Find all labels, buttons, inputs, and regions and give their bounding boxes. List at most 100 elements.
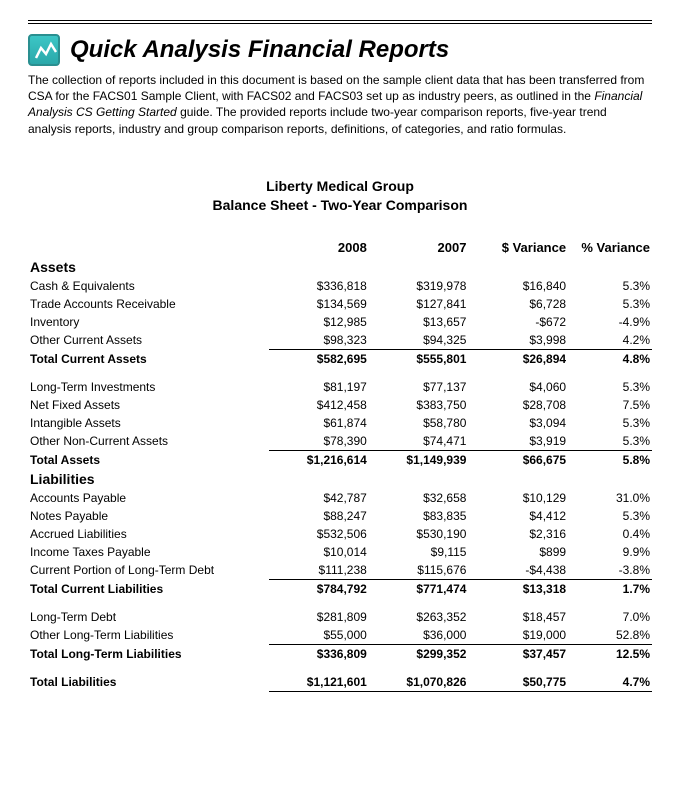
col-pct-variance: % Variance [568,238,652,257]
cell: 7.5% [568,396,652,414]
table-row: Long-Term Investments $81,197 $77,137 $4… [28,378,652,396]
row-label: Cash & Equivalents [28,277,269,295]
table-row: Notes Payable $88,247 $83,835 $4,412 5.3… [28,507,652,525]
table-row: Cash & Equivalents $336,818 $319,978 $16… [28,277,652,295]
row-label: Accrued Liabilities [28,525,269,543]
cell: $55,000 [269,626,369,645]
cell: 5.3% [568,432,652,451]
report-title-block: Liberty Medical Group Balance Sheet - Tw… [28,177,652,216]
row-label: Other Current Assets [28,331,269,350]
cell: 5.3% [568,277,652,295]
cell: $36,000 [369,626,469,645]
cell: $78,390 [269,432,369,451]
cell: 52.8% [568,626,652,645]
table-row-total: Total Assets $1,216,614 $1,149,939 $66,6… [28,450,652,469]
column-header-row: 2008 2007 $ Variance % Variance [28,238,652,257]
table-row: Intangible Assets $61,874 $58,780 $3,094… [28,414,652,432]
cell: $1,121,601 [269,673,369,692]
cell: -$4,438 [468,561,568,580]
cell: $83,835 [369,507,469,525]
table-row: Accrued Liabilities $532,506 $530,190 $2… [28,525,652,543]
cell: $2,316 [468,525,568,543]
cell: $383,750 [369,396,469,414]
cell: $3,094 [468,414,568,432]
document-page: Quick Analysis Financial Reports The col… [0,0,680,712]
row-label: Long-Term Debt [28,608,269,626]
cell: $412,458 [269,396,369,414]
table-row: Other Current Assets $98,323 $94,325 $3,… [28,331,652,350]
row-label: Total Current Assets [28,349,269,368]
cell: $3,998 [468,331,568,350]
cell: $555,801 [369,349,469,368]
cell: $50,775 [468,673,568,692]
cell: $336,818 [269,277,369,295]
row-label: Accounts Payable [28,489,269,507]
balance-sheet-table: 2008 2007 $ Variance % Variance Assets C… [28,238,652,692]
cell: $12,985 [269,313,369,331]
cell: 1.7% [568,579,652,598]
cell: $263,352 [369,608,469,626]
cell: $115,676 [369,561,469,580]
cell: 4.2% [568,331,652,350]
assets-heading: Assets [28,257,652,277]
cell: $4,060 [468,378,568,396]
cell: 7.0% [568,608,652,626]
row-label: Inventory [28,313,269,331]
cell: $9,115 [369,543,469,561]
row-label: Other Long-Term Liabilities [28,626,269,645]
cell: $88,247 [269,507,369,525]
cell: $10,014 [269,543,369,561]
cell: $3,919 [468,432,568,451]
col-year1: 2008 [269,238,369,257]
cell: -4.9% [568,313,652,331]
cell: $6,728 [468,295,568,313]
row-label: Net Fixed Assets [28,396,269,414]
cell: $98,323 [269,331,369,350]
cell: $13,318 [468,579,568,598]
cell: $4,412 [468,507,568,525]
table-row: Other Long-Term Liabilities $55,000 $36,… [28,626,652,645]
cell: $784,792 [269,579,369,598]
table-row-total: Total Liabilities $1,121,601 $1,070,826 … [28,673,652,692]
table-row-total: Total Long-Term Liabilities $336,809 $29… [28,644,652,663]
cell: 0.4% [568,525,652,543]
spacer-row [28,663,652,673]
main-title: Quick Analysis Financial Reports [70,36,449,64]
cell: $66,675 [468,450,568,469]
row-label: Total Long-Term Liabilities [28,644,269,663]
cell: $899 [468,543,568,561]
col-year2: 2007 [369,238,469,257]
row-label: Current Portion of Long-Term Debt [28,561,269,580]
cell: $74,471 [369,432,469,451]
cell: $16,840 [468,277,568,295]
cell: $77,137 [369,378,469,396]
cell: $281,809 [269,608,369,626]
table-row: Income Taxes Payable $10,014 $9,115 $899… [28,543,652,561]
cell: $582,695 [269,349,369,368]
company-name: Liberty Medical Group [28,177,652,197]
row-label: Other Non-Current Assets [28,432,269,451]
cell: $1,149,939 [369,450,469,469]
col-variance: $ Variance [468,238,568,257]
report-subtitle: Balance Sheet - Two-Year Comparison [28,196,652,216]
cell: $111,238 [269,561,369,580]
cell: $32,658 [369,489,469,507]
row-label: Trade Accounts Receivable [28,295,269,313]
cell: $28,708 [468,396,568,414]
row-label: Total Assets [28,450,269,469]
table-row-total: Total Current Liabilities $784,792 $771,… [28,579,652,598]
cell: $134,569 [269,295,369,313]
cell: $42,787 [269,489,369,507]
intro-paragraph: The collection of reports included in th… [28,72,652,137]
cell: $58,780 [369,414,469,432]
table-row: Accounts Payable $42,787 $32,658 $10,129… [28,489,652,507]
liabilities-heading-row: Liabilities [28,469,652,489]
table-row-total: Total Current Assets $582,695 $555,801 $… [28,349,652,368]
cell: $10,129 [468,489,568,507]
cell: $299,352 [369,644,469,663]
cell: 31.0% [568,489,652,507]
cell: $319,978 [369,277,469,295]
cell: 12.5% [568,644,652,663]
cell: $1,070,826 [369,673,469,692]
cell: $81,197 [269,378,369,396]
